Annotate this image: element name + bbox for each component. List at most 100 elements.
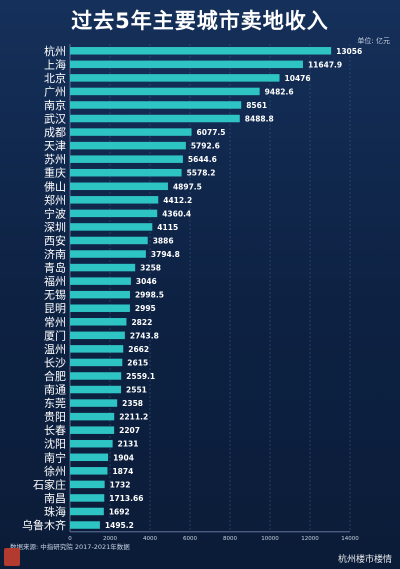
bar xyxy=(70,128,192,136)
category-label: 武汉 xyxy=(44,113,66,126)
bar xyxy=(70,168,182,177)
value-label: 10476 xyxy=(285,74,311,83)
category-label: 昆明 xyxy=(44,302,66,315)
bar xyxy=(70,521,100,529)
category-label: 温州 xyxy=(44,343,66,356)
category-label: 徐州 xyxy=(44,464,66,478)
bar xyxy=(70,277,131,285)
value-label: 4360.4 xyxy=(162,209,191,218)
value-label: 5578.2 xyxy=(187,169,216,178)
x-tick-label: 12000 xyxy=(301,536,319,542)
bar xyxy=(70,439,113,448)
bar xyxy=(70,304,130,312)
category-label: 合肥 xyxy=(44,369,66,383)
category-label: 上海 xyxy=(44,57,66,71)
bar xyxy=(70,372,122,380)
bar xyxy=(70,155,183,163)
category-label: 青岛 xyxy=(44,261,66,275)
value-label: 1732 xyxy=(110,480,131,489)
category-label: 成都 xyxy=(44,126,66,139)
value-label: 3794.8 xyxy=(151,250,180,259)
bar xyxy=(70,141,186,150)
category-label: 福州 xyxy=(44,274,66,288)
category-label: 东莞 xyxy=(44,397,66,410)
category-label: 南宁 xyxy=(44,450,66,464)
category-label: 贵阳 xyxy=(44,411,66,424)
category-label: 宁波 xyxy=(44,206,66,220)
logo xyxy=(4,548,20,566)
value-label: 4412.2 xyxy=(163,196,192,205)
value-label: 2822 xyxy=(131,318,152,327)
category-label: 佛山 xyxy=(44,180,66,193)
bar xyxy=(70,60,303,69)
category-label: 无锡 xyxy=(44,288,66,302)
category-label: 沈阳 xyxy=(44,437,66,451)
value-label: 11647.9 xyxy=(308,60,342,69)
unit-label: 单位: 亿元 xyxy=(357,37,390,45)
bar xyxy=(70,385,122,394)
bar xyxy=(70,480,105,489)
value-label: 4115 xyxy=(157,223,178,232)
category-label: 北京 xyxy=(44,71,66,85)
value-label: 3046 xyxy=(136,277,157,286)
bar xyxy=(70,507,104,516)
x-tick-label: 6000 xyxy=(183,536,197,542)
x-tick-label: 8000 xyxy=(223,536,237,542)
category-label: 西安 xyxy=(44,233,66,247)
value-label: 3886 xyxy=(153,236,174,245)
category-label: 济南 xyxy=(44,247,66,261)
x-tick-label: 14000 xyxy=(341,536,359,542)
value-label: 2131 xyxy=(118,440,139,449)
bar xyxy=(70,209,158,218)
bar xyxy=(70,453,109,462)
bar xyxy=(70,74,280,82)
chart-title: 过去5年主要城市卖地收入 xyxy=(71,9,329,33)
value-label: 8561 xyxy=(246,101,267,110)
bar xyxy=(70,331,125,340)
category-label: 厦门 xyxy=(44,328,66,342)
watermark: 杭州楼市楼情 xyxy=(337,555,392,565)
value-label: 2998.5 xyxy=(135,291,164,300)
category-label: 长沙 xyxy=(44,356,66,369)
x-tick-label: 0 xyxy=(68,536,72,542)
category-label: 天津 xyxy=(44,140,66,153)
value-label: 1692 xyxy=(109,507,130,516)
value-label: 13056 xyxy=(336,47,362,56)
bar xyxy=(70,290,130,299)
category-label: 长春 xyxy=(44,424,66,437)
bar xyxy=(70,345,124,353)
x-tick-label: 2000 xyxy=(103,536,117,542)
category-label: 乌鲁木齐 xyxy=(22,518,66,532)
bar xyxy=(70,250,146,258)
value-label: 2662 xyxy=(128,345,149,354)
value-label: 1713.66 xyxy=(109,494,143,503)
category-label: 杭州 xyxy=(44,44,66,58)
category-label: 重庆 xyxy=(44,166,66,180)
bar xyxy=(70,196,159,204)
x-tick-label: 10000 xyxy=(261,536,279,542)
bar xyxy=(70,318,127,326)
bar xyxy=(70,182,168,191)
category-label: 深圳 xyxy=(44,221,66,234)
category-label: 南昌 xyxy=(44,492,66,505)
category-label: 珠海 xyxy=(44,504,66,518)
value-label: 9482.6 xyxy=(265,87,294,96)
value-label: 2358 xyxy=(122,399,143,408)
category-label: 南通 xyxy=(44,384,66,397)
category-label: 常州 xyxy=(44,316,66,329)
bar xyxy=(70,399,118,407)
value-label: 8488.8 xyxy=(245,115,274,124)
bar xyxy=(70,467,108,475)
bar xyxy=(70,263,136,272)
value-label: 3258 xyxy=(140,264,161,273)
bar xyxy=(70,426,115,434)
category-label: 郑州 xyxy=(44,193,66,207)
bar xyxy=(70,412,115,421)
value-label: 5792.6 xyxy=(191,142,220,151)
bar xyxy=(70,87,260,96)
value-label: 1495.2 xyxy=(105,521,134,530)
data-source: 数据来源: 中指研究院 2017-2021年数据 xyxy=(10,543,130,551)
bar xyxy=(70,47,332,55)
value-label: 4897.5 xyxy=(173,182,202,191)
